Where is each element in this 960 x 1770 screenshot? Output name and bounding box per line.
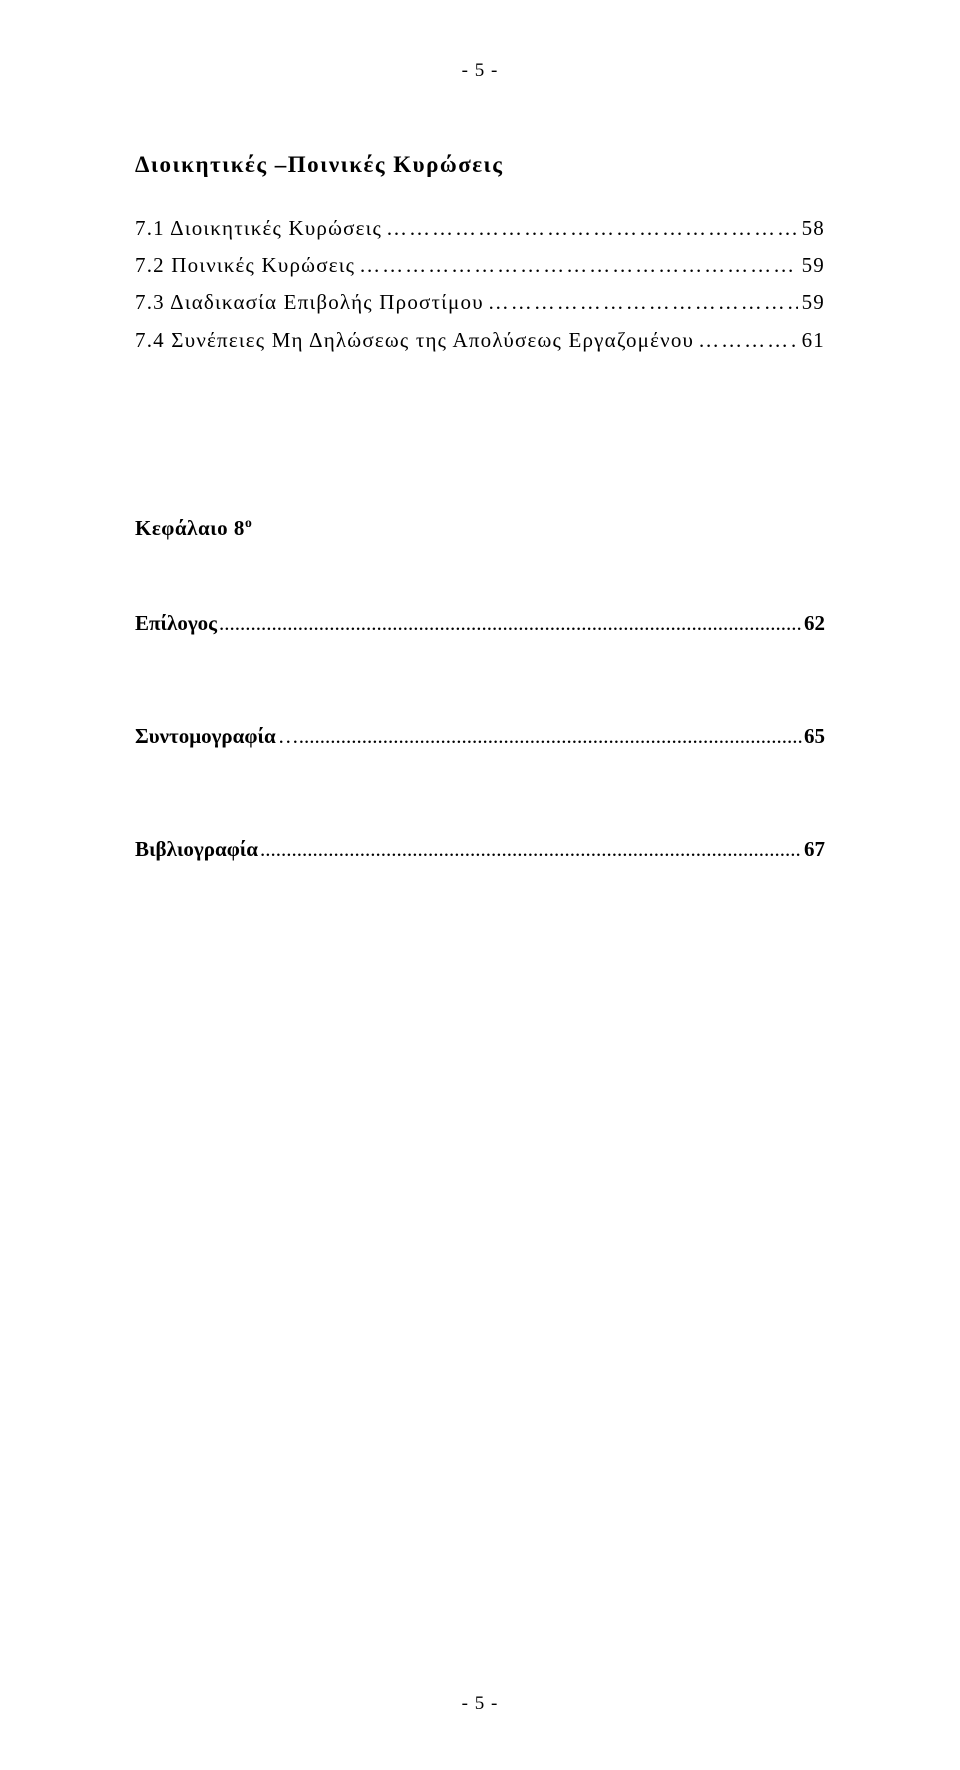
toc-entry-page: 59 <box>802 253 825 278</box>
page: - 5 - Διοικητικές –Ποινικές Κυρώσεις 7.1… <box>0 0 960 1770</box>
toc-entry-label: 7.3 Διαδικασία Επιβολής Προστίμου <box>135 290 484 315</box>
toc-entry-label: Συντομογραφία <box>135 724 276 749</box>
toc-entry-label: Επίλογος <box>135 611 217 636</box>
toc-entry-page: 61 <box>802 328 825 353</box>
toc-entry: Συντομογραφία 65 <box>135 724 825 749</box>
toc-entry-page: 65 <box>804 724 825 749</box>
toc-entry: 7.1 Διοικητικές Κυρώσεις 58 <box>135 216 825 241</box>
toc-leader-dots <box>698 328 797 353</box>
toc-leader-dots <box>359 253 797 278</box>
toc-leader-dots <box>278 724 802 749</box>
footer-page-number: - 5 - <box>0 1693 960 1715</box>
toc-entry-page: 59 <box>802 290 825 315</box>
toc-entry: 7.3 Διαδικασία Επιβολής Προστίμου 59 <box>135 290 825 315</box>
chapter-heading-suffix: ο <box>245 515 252 530</box>
toc-entry: Βιβλιογραφία 67 <box>135 837 825 862</box>
toc-entry-page: 58 <box>802 216 825 241</box>
toc-entry-label: 7.2 Ποινικές Κυρώσεις <box>135 253 355 278</box>
header-page-number: - 5 - <box>135 60 825 82</box>
toc-entry: Επίλογος 62 <box>135 611 825 636</box>
chapter-heading-prefix: Κεφάλαιο 8 <box>135 516 245 540</box>
toc-entry-page: 67 <box>804 837 825 862</box>
chapter-heading: Κεφάλαιο 8ο <box>135 515 825 541</box>
toc-entry: 7.2 Ποινικές Κυρώσεις 59 <box>135 253 825 278</box>
toc-entry: 7.4 Συνέπειες Μη Δηλώσεως της Απολύσεως … <box>135 328 825 353</box>
toc-leader-dots <box>260 837 802 862</box>
toc-entry-label: 7.4 Συνέπειες Μη Δηλώσεως της Απολύσεως … <box>135 328 694 353</box>
toc-entry-page: 62 <box>804 611 825 636</box>
toc-entry-label: 7.1 Διοικητικές Κυρώσεις <box>135 216 382 241</box>
toc-leader-dots <box>219 611 802 636</box>
toc-leader-dots <box>386 216 798 241</box>
toc-entry-label: Βιβλιογραφία <box>135 837 258 862</box>
section-heading: Διοικητικές –Ποινικές Κυρώσεις <box>135 152 825 178</box>
toc-leader-dots <box>488 290 798 315</box>
